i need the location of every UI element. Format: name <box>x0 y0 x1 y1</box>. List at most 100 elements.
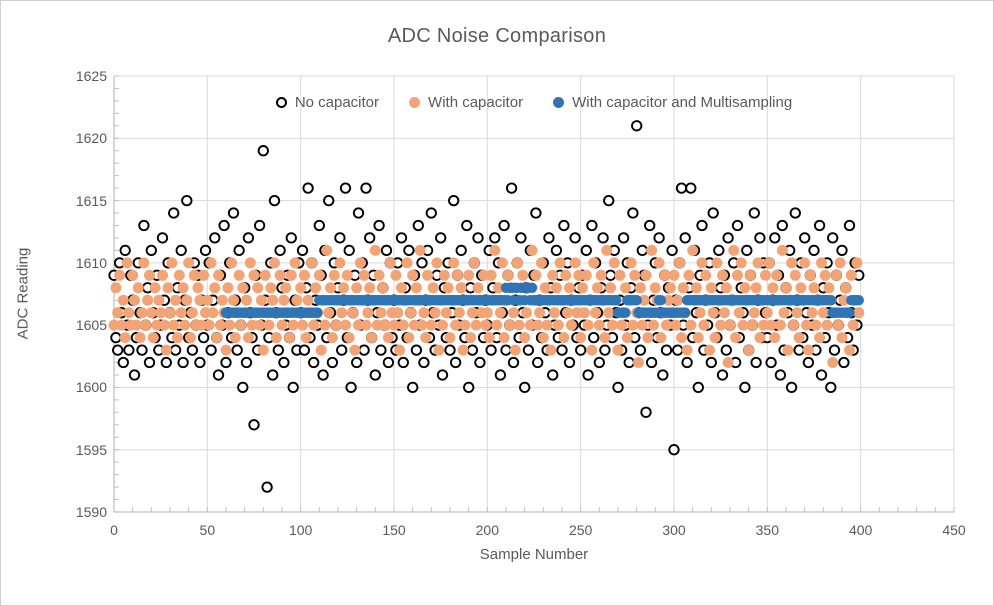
data-point-with-capacitor <box>661 319 672 331</box>
open-circle-icon <box>275 96 287 108</box>
filled-circle-icon <box>409 96 421 108</box>
data-point-with-capacitor <box>795 282 807 294</box>
data-point-no-capacitor <box>380 244 393 257</box>
data-point-no-capacitor <box>494 369 507 381</box>
data-point-with-capacitor <box>263 319 275 331</box>
data-point-with-capacitor <box>743 344 755 356</box>
x-tick-label: 150 <box>382 522 406 538</box>
data-point-no-capacitor <box>425 207 437 219</box>
y-tick-label: 1605 <box>75 317 107 334</box>
data-point-with-capacitor <box>382 332 394 344</box>
data-point-no-capacitor <box>563 356 576 369</box>
data-point-no-capacitor <box>636 244 648 257</box>
x-tick-label: 400 <box>848 522 873 538</box>
data-point-no-capacitor <box>599 344 611 356</box>
data-point-with-capacitor <box>705 282 717 294</box>
data-point-with-capacitor <box>472 282 484 294</box>
data-point-with-capacitor <box>722 357 734 368</box>
data-point-with-capacitor <box>457 344 469 356</box>
data-point-with-capacitor <box>582 319 594 331</box>
data-point-no-capacitor <box>233 244 245 257</box>
data-point-no-capacitor <box>774 369 787 381</box>
data-point-with-capacitor <box>521 307 532 319</box>
data-point-with-capacitor <box>252 282 264 294</box>
x-tick-label: 450 <box>942 522 966 538</box>
data-point-with-capacitor-and-multisampling <box>844 307 855 318</box>
data-point-no-capacitor <box>716 369 729 381</box>
data-point-no-capacitor <box>532 356 544 369</box>
data-point-no-capacitor <box>793 344 805 356</box>
data-point-no-capacitor <box>802 356 815 369</box>
data-point-with-capacitor <box>564 282 575 294</box>
data-point-with-capacitor <box>209 282 221 294</box>
data-point-with-capacitor <box>834 257 846 269</box>
data-point-with-capacitor <box>853 307 865 319</box>
data-point-no-capacitor <box>731 219 744 232</box>
data-point-no-capacitor <box>556 344 568 356</box>
data-point-no-capacitor <box>302 182 314 194</box>
data-point-with-capacitor <box>181 294 193 306</box>
x-tick-label: 250 <box>568 522 593 538</box>
data-point-with-capacitor-and-multisampling <box>825 295 836 306</box>
data-point-no-capacitor <box>604 269 617 281</box>
data-point-with-capacitor <box>396 282 407 294</box>
data-point-with-capacitor <box>427 282 439 294</box>
y-tick-label: 1620 <box>75 130 107 147</box>
data-point-with-capacitor <box>325 282 336 294</box>
data-point-with-capacitor <box>207 307 219 319</box>
data-point-with-capacitor <box>498 332 510 344</box>
data-point-no-capacitor <box>843 219 856 232</box>
data-point-no-capacitor <box>750 356 762 369</box>
data-point-with-capacitor <box>319 319 331 331</box>
data-point-with-capacitor <box>354 257 366 269</box>
data-point-no-capacitor <box>278 356 290 369</box>
data-point-with-capacitor <box>405 307 417 319</box>
data-point-with-capacitor <box>838 294 850 306</box>
data-point-no-capacitor <box>231 344 243 356</box>
data-point-with-capacitor <box>347 307 359 319</box>
data-point-with-capacitor <box>214 319 226 331</box>
data-point-with-capacitor <box>638 294 650 306</box>
data-point-with-capacitor <box>123 307 135 319</box>
data-point-with-capacitor <box>816 257 827 269</box>
legend-item-no-capacitor[interactable]: No capacitor <box>275 94 379 111</box>
data-point-no-capacitor <box>645 356 658 369</box>
data-point-with-capacitor <box>627 319 639 331</box>
data-point-with-capacitor <box>694 307 706 319</box>
data-point-with-capacitor <box>153 294 165 306</box>
data-point-with-capacitor <box>782 344 794 356</box>
data-point-with-capacitor <box>709 332 721 344</box>
data-point-with-capacitor <box>453 307 465 319</box>
data-point-no-capacitor <box>705 356 717 369</box>
data-point-no-capacitor <box>617 232 630 244</box>
data-point-with-capacitor <box>300 332 312 344</box>
data-point-no-capacitor <box>410 344 423 356</box>
data-point-no-capacitor <box>623 356 635 369</box>
data-point-with-capacitor <box>259 269 271 281</box>
data-point-no-capacitor <box>722 232 734 244</box>
data-point-no-capacitor <box>156 232 169 244</box>
data-point-no-capacitor <box>253 219 266 232</box>
data-point-with-capacitor <box>730 332 742 344</box>
data-point-with-capacitor <box>836 332 848 344</box>
data-point-with-capacitor <box>298 269 310 281</box>
data-point-no-capacitor <box>317 369 329 381</box>
data-point-with-capacitor <box>799 257 811 269</box>
data-point-with-capacitor <box>819 269 831 281</box>
data-point-with-capacitor <box>168 319 180 331</box>
data-point-with-capacitor <box>440 307 452 319</box>
data-point-with-capacitor <box>422 269 434 281</box>
legend-item-with-capacitor[interactable]: With capacitor <box>409 94 523 111</box>
data-point-with-capacitor <box>642 332 654 344</box>
data-point-no-capacitor <box>168 207 180 219</box>
data-point-with-capacitor-and-multisampling <box>853 295 864 306</box>
data-point-no-capacitor <box>227 207 240 219</box>
data-point-with-capacitor <box>754 332 766 344</box>
data-point-with-capacitor <box>343 332 355 344</box>
data-point-with-capacitor <box>550 282 562 294</box>
data-point-no-capacitor <box>194 356 206 369</box>
data-point-no-capacitor <box>248 419 260 431</box>
data-point-no-capacitor <box>785 381 798 394</box>
data-point-no-capacitor <box>240 356 253 369</box>
legend-item-multisampling[interactable]: With capacitor and Multisampling <box>553 94 792 111</box>
